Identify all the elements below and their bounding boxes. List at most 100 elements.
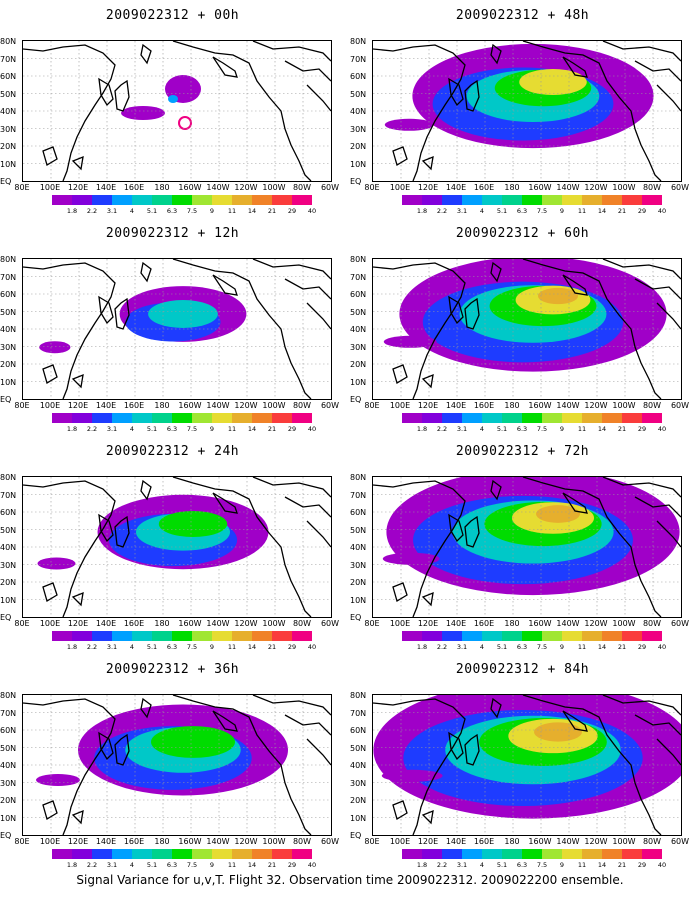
colorbar-label: 9 — [209, 425, 215, 433]
panel-title: 2009022312 + 48h — [455, 8, 590, 23]
colorbar-label: 11 — [227, 207, 237, 215]
colorbar-label: 40 — [657, 861, 667, 869]
lat-label: 30N — [350, 342, 367, 352]
lat-label: 10N — [0, 813, 17, 823]
colorbar-swatch — [132, 631, 152, 641]
colorbar-swatch — [462, 631, 482, 641]
lat-label: 80N — [0, 473, 17, 482]
colorbar-swatch — [252, 631, 272, 641]
colorbar-label: 14 — [597, 207, 607, 215]
lat-label: 40N — [0, 107, 17, 116]
lon-label: 100W — [262, 401, 286, 410]
colorbar-swatch — [132, 413, 152, 423]
colorbar-label: 21 — [267, 425, 277, 433]
lat-label: 70N — [0, 708, 17, 718]
lat-label: 20N — [0, 578, 17, 587]
lat-label: 30N — [0, 560, 17, 570]
colorbar-label: 3.1 — [456, 207, 468, 215]
lon-label: 120W — [584, 837, 608, 846]
lat-label: 30N — [0, 124, 17, 134]
colorbar-swatch — [92, 195, 112, 205]
colorbar-label: 9 — [209, 207, 215, 215]
lon-label: 140W — [206, 401, 230, 410]
lat-label: 70N — [0, 272, 17, 282]
colorbar-swatch — [522, 413, 542, 423]
lat-label: 70N — [350, 54, 367, 64]
lat-label: 80N — [350, 37, 367, 46]
colorbar-label: 6.3 — [516, 207, 528, 215]
colorbar-swatch — [602, 195, 622, 205]
colorbar-swatch — [92, 631, 112, 641]
variance-map — [22, 476, 332, 618]
colorbar-swatch — [562, 195, 582, 205]
colorbar-swatch — [232, 849, 252, 859]
lon-label: 160W — [178, 401, 202, 410]
colorbar-label: 5.1 — [146, 643, 158, 651]
colorbar-swatch — [442, 631, 462, 641]
colorbar — [52, 849, 312, 859]
colorbar-swatch — [212, 849, 232, 859]
colorbar-swatch — [52, 195, 72, 205]
colorbar-label: 29 — [287, 861, 297, 869]
variance-map — [22, 258, 332, 400]
colorbar-label: 7.5 — [536, 425, 548, 433]
lon-label: 100W — [612, 401, 636, 410]
colorbar-label: 4 — [479, 861, 485, 869]
colorbar-swatch — [272, 195, 292, 205]
colorbar-swatch — [622, 849, 642, 859]
colorbar-swatch — [622, 631, 642, 641]
colorbar-label: 2.2 — [436, 207, 448, 215]
colorbar-label: 4 — [129, 643, 135, 651]
colorbar-label: 7.5 — [186, 861, 198, 869]
colorbar-swatch — [562, 849, 582, 859]
colorbar-swatch — [522, 849, 542, 859]
lon-label: 120W — [234, 401, 258, 410]
colorbar-label: 4 — [129, 425, 135, 433]
colorbar-swatch — [292, 631, 312, 641]
lon-label: 100W — [262, 619, 286, 628]
lat-label: 60N — [350, 508, 367, 517]
lon-label: 140E — [445, 619, 467, 628]
colorbar-swatch — [92, 849, 112, 859]
colorbar-swatch — [642, 849, 662, 859]
lat-label: 60N — [0, 726, 17, 735]
colorbar-swatch — [212, 631, 232, 641]
lat-label: 40N — [350, 543, 367, 552]
lat-label: 10N — [350, 377, 367, 387]
colorbar-swatch — [252, 413, 272, 423]
colorbar-label: 5.1 — [146, 861, 158, 869]
lon-label: 80E — [364, 619, 380, 628]
lat-label: 20N — [350, 796, 367, 805]
colorbar-swatch — [212, 195, 232, 205]
lon-label: 80E — [364, 837, 380, 846]
lon-label: 160W — [528, 837, 552, 846]
colorbar-swatch — [132, 195, 152, 205]
colorbar-label: 5.1 — [146, 425, 158, 433]
lat-label: 10N — [0, 159, 17, 169]
colorbar — [52, 195, 312, 205]
panel-title: 2009022312 + 84h — [455, 662, 590, 677]
lat-label: 20N — [350, 578, 367, 587]
lon-label: 160E — [473, 401, 495, 410]
lat-label: 10N — [350, 159, 367, 169]
colorbar-swatch — [462, 849, 482, 859]
colorbar-swatch — [642, 631, 662, 641]
lat-label: 40N — [350, 761, 367, 770]
colorbar-label: 4 — [129, 207, 135, 215]
lat-label: EQ — [350, 831, 362, 840]
colorbar — [402, 195, 662, 205]
lon-label: 120E — [67, 619, 89, 628]
figure-caption: Signal Variance for u,v,T. Flight 32. Ob… — [76, 873, 624, 887]
lon-label: 160E — [123, 837, 145, 846]
lon-label: 80E — [14, 619, 30, 628]
lat-label: 40N — [0, 325, 17, 334]
lat-label: 60N — [350, 726, 367, 735]
colorbar-label: 40 — [657, 643, 667, 651]
colorbar-swatch — [442, 413, 462, 423]
forecast-panel: 2009022312 + 12h 80N 70N 60N 50N 40N 30N 20N 10N… — [0, 218, 345, 440]
colorbar-label: 11 — [577, 643, 587, 651]
lon-label: 160W — [528, 619, 552, 628]
lon-label: 140E — [445, 183, 467, 192]
colorbar-label: 21 — [617, 643, 627, 651]
lon-label: 60W — [320, 401, 340, 410]
